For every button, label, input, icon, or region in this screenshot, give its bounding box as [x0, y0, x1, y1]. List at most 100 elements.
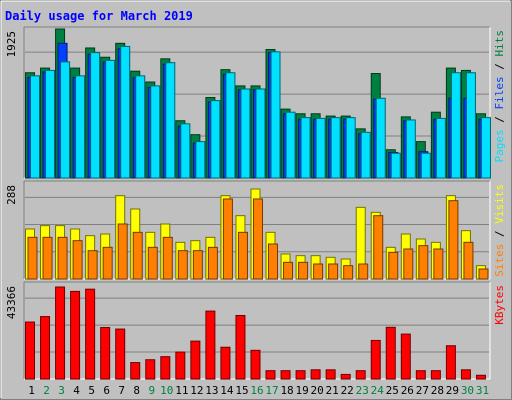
bar-sites-day-20 [313, 263, 324, 280]
panels-layer: 1925 Pages / Files / Hits 288 Sites / Visit… [5, 26, 506, 380]
x-tick-label: 28 [431, 384, 444, 397]
x-tick-label: 20 [311, 384, 324, 397]
x-tick-label: 24 [371, 384, 385, 397]
bar-pages-day-25 [390, 152, 401, 179]
bar-pages-day-1 [30, 75, 40, 179]
bar-pages-day-2 [45, 69, 56, 179]
bar-pages-day-12 [195, 141, 206, 179]
panel-max-label: 1925 [5, 31, 18, 58]
panel-max-label: 43366 [5, 286, 18, 319]
bar-kbytes-day-3 [55, 286, 66, 380]
bar-sites-day-16 [252, 198, 263, 280]
bar-sites-day-22 [343, 265, 354, 280]
bar-kbytes-day-9 [145, 359, 156, 380]
bar-pages-day-23 [360, 131, 371, 179]
bar-sites-day-29 [448, 200, 459, 280]
bar-sites-day-31 [478, 268, 489, 280]
bar-kbytes-day-28 [430, 370, 441, 380]
bar-pages-day-21 [330, 117, 341, 179]
bar-kbytes-day-30 [460, 369, 471, 380]
bar-pages-day-30 [465, 72, 476, 179]
x-tick-label: 31 [476, 384, 489, 397]
bar-kbytes-day-17 [265, 370, 276, 380]
bar-pages-day-31 [480, 117, 491, 179]
bar-kbytes-day-24 [370, 339, 381, 380]
legend-kbytes: KBytes [493, 285, 506, 325]
bar-sites-day-23 [358, 263, 369, 280]
x-tick-label: 1 [28, 384, 35, 397]
bar-sites-day-2 [42, 236, 53, 280]
bar-sites-day-3 [57, 236, 68, 280]
bar-pages-day-27 [420, 152, 431, 179]
panel-series-legend: Sites / Visits [493, 184, 506, 277]
bar-kbytes-day-13 [205, 310, 216, 380]
bar-kbytes-day-12 [190, 340, 201, 380]
x-tick-label: 18 [280, 384, 293, 397]
legend-separator: / [493, 224, 506, 244]
bar-kbytes-day-26 [400, 333, 411, 380]
x-tick-label: 15 [235, 384, 248, 397]
bar-kbytes-day-29 [445, 345, 456, 380]
bar-sites-day-18 [283, 261, 294, 280]
chart-title: Daily usage for March 2019 [5, 9, 193, 23]
bar-sites-day-11 [177, 250, 188, 280]
panel-series-legend: KBytes [493, 285, 506, 325]
panel-max-label: 288 [5, 185, 18, 205]
bar-sites-day-10 [162, 236, 173, 280]
bar-kbytes-day-10 [160, 356, 171, 380]
bar-pages-day-20 [315, 117, 326, 179]
x-tick-label: 7 [118, 384, 125, 397]
bar-pages-day-11 [180, 123, 191, 179]
bar-pages-day-24 [375, 97, 386, 179]
x-tick-label: 27 [416, 384, 429, 397]
x-tick-label: 19 [295, 384, 308, 397]
x-tick-label: 17 [265, 384, 278, 397]
bar-kbytes-day-21 [325, 369, 336, 380]
panel-kbytes: 43366 KBytes [5, 281, 506, 380]
x-tick-label: 11 [175, 384, 188, 397]
x-tick-label: 16 [250, 384, 263, 397]
bar-sites-day-26 [403, 248, 414, 280]
x-tick-label: 14 [220, 384, 234, 397]
bar-pages-day-9 [150, 85, 161, 179]
x-tick-label: 29 [446, 384, 459, 397]
bar-sites-day-21 [328, 263, 339, 280]
bar-kbytes-day-22 [340, 373, 351, 380]
panel-visits-sites: 288 Sites / Visits [5, 180, 506, 280]
bar-sites-day-12 [192, 250, 203, 280]
bar-pages-day-6 [105, 59, 116, 179]
x-tick-label: 6 [103, 384, 110, 397]
bar-sites-day-25 [388, 251, 399, 280]
x-tick-label: 2 [43, 384, 50, 397]
bar-sites-day-9 [147, 246, 158, 280]
bar-kbytes-day-19 [295, 370, 306, 380]
x-tick-label: 5 [88, 384, 95, 397]
bar-pages-day-17 [270, 51, 281, 179]
bar-sites-day-5 [87, 250, 98, 280]
bar-kbytes-day-18 [280, 370, 291, 380]
bar-kbytes-day-27 [415, 370, 426, 380]
bar-pages-day-10 [165, 62, 176, 179]
bar-pages-day-15 [240, 88, 251, 179]
bar-pages-day-4 [75, 75, 86, 179]
bar-pages-day-13 [210, 100, 221, 179]
x-tick-label: 9 [148, 384, 155, 397]
bar-sites-day-8 [132, 231, 143, 280]
bar-pages-day-28 [435, 117, 446, 179]
bar-sites-day-1 [27, 236, 38, 280]
bar-kbytes-day-15 [235, 314, 246, 380]
bar-kbytes-day-7 [115, 328, 126, 380]
legend-separator: / [493, 57, 506, 77]
bar-kbytes-day-5 [85, 288, 96, 380]
x-axis-labels: 1 2 3 4 5 6 7 8 9 10 11 12 13 14 15 16 17 18 19 20 21 22 23 24 2… [28, 384, 489, 397]
x-tick-label: 12 [190, 384, 203, 397]
x-tick-label: 4 [73, 384, 80, 397]
bar-sites-day-24 [373, 215, 384, 280]
bar-sites-day-27 [418, 245, 429, 280]
bar-kbytes-day-20 [310, 369, 321, 380]
bar-pages-day-29 [450, 72, 461, 179]
legend-hits: Hits [493, 30, 506, 57]
bar-sites-day-6 [102, 246, 113, 280]
bar-kbytes-day-4 [70, 290, 81, 380]
